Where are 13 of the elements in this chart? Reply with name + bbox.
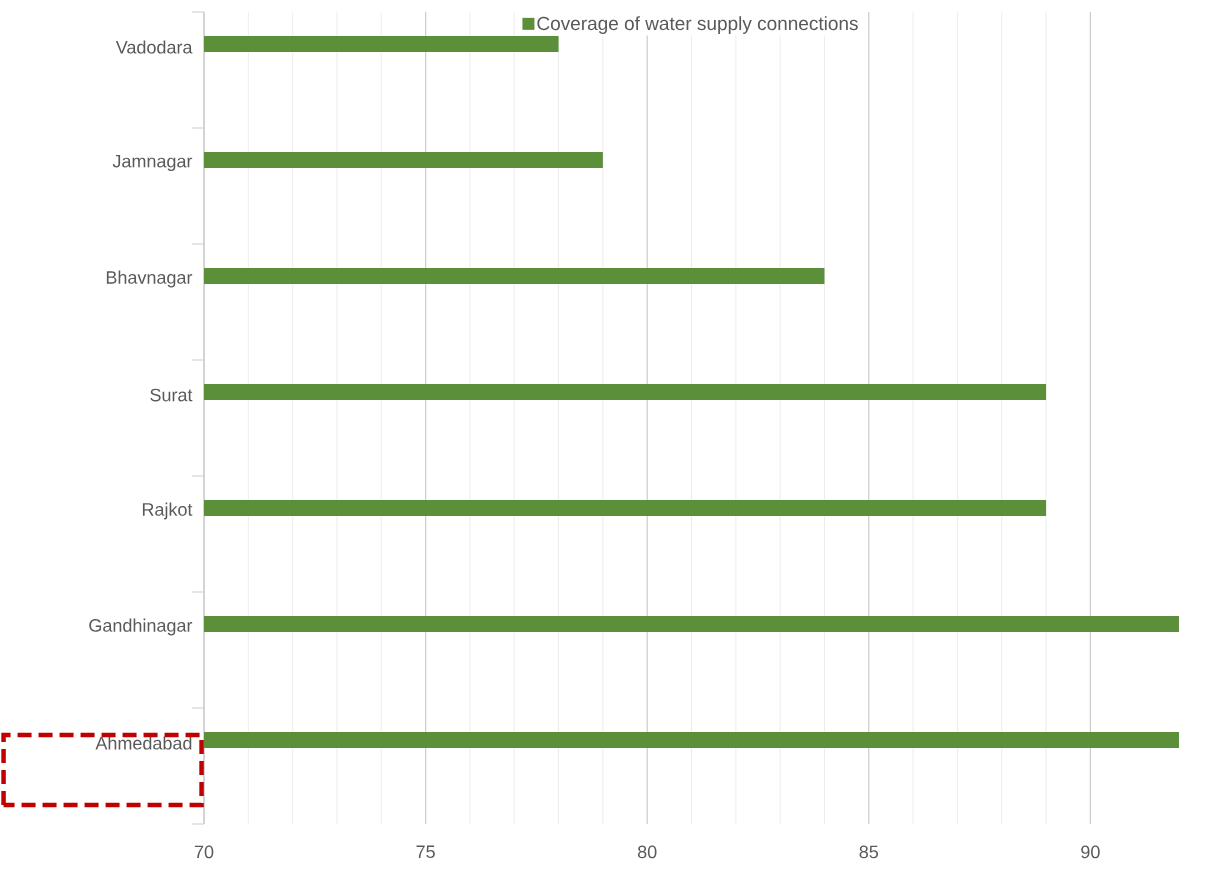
- x-tick-label: 75: [416, 845, 435, 859]
- y-tick-label: Surat: [150, 388, 193, 402]
- y-tick-label: Gandhinagar: [89, 618, 193, 636]
- y-tick-label: Ahmedabad: [95, 736, 192, 750]
- y-tick-label: Bhavnagar: [106, 270, 193, 288]
- x-tick-label: 85: [859, 845, 879, 859]
- x-tick-label: 80: [637, 845, 657, 859]
- y-tick-label: Rajkot: [142, 502, 193, 520]
- legend-label: Coverage of water supply connections: [537, 16, 858, 34]
- y-tick-label: Jamnagar: [112, 154, 193, 172]
- y-tick-label: Vadodara: [115, 40, 193, 54]
- x-tick-label: 90: [1081, 845, 1100, 859]
- x-tick-label: 70: [194, 845, 214, 859]
